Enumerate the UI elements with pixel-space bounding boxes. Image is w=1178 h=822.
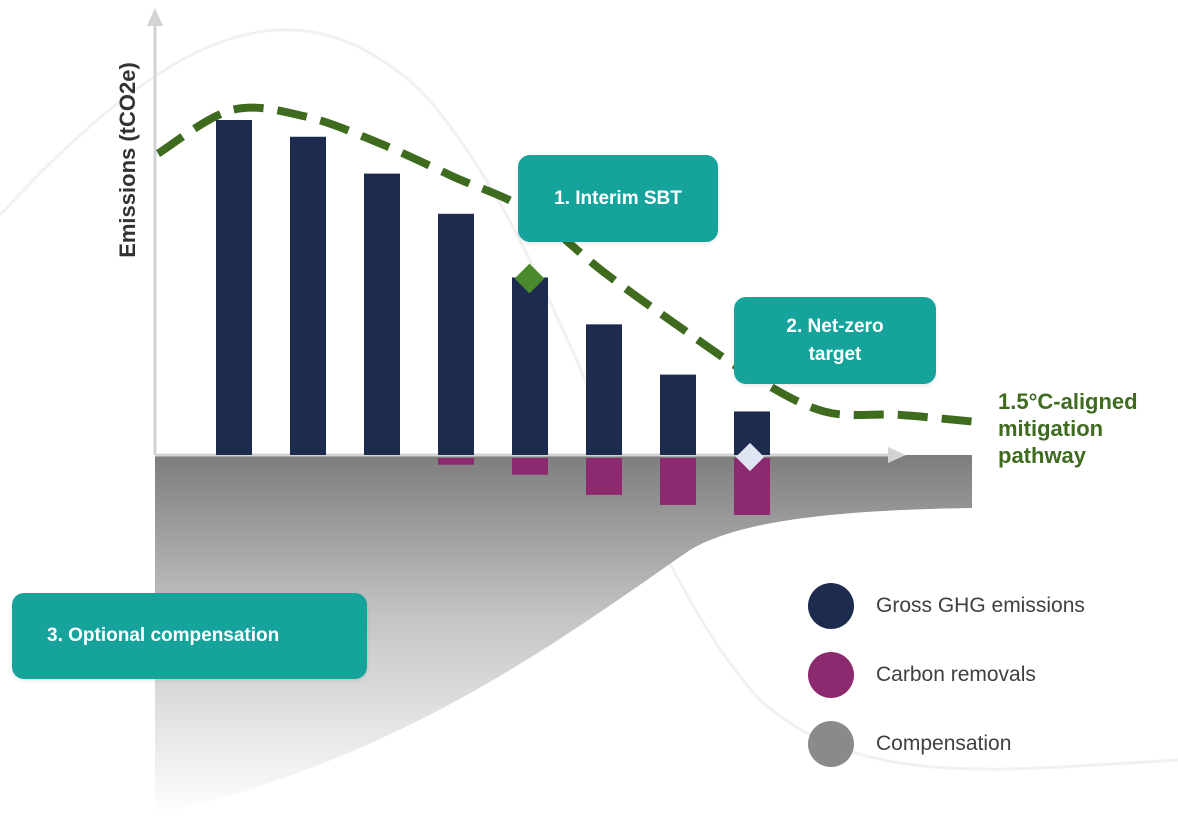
net-zero-label-line2: target [808, 343, 862, 365]
legend-item-gross: Gross GHG emissions [808, 582, 1085, 630]
netzero-milestone-marker [735, 442, 765, 472]
optional-compensation-label: 3. Optional compensation [47, 625, 280, 646]
carbon-removal-bar [660, 458, 696, 505]
pathway-label-line3: pathway [998, 443, 1087, 468]
y-axis-arrow [147, 8, 163, 26]
interim-sbt-callout: 1. Interim SBT [518, 155, 718, 242]
legend-item-removals: Carbon removals [808, 651, 1036, 699]
gross-emission-bars [216, 120, 770, 455]
carbon-removal-bar [512, 458, 548, 475]
legend-gross-label: Gross GHG emissions [876, 594, 1085, 617]
net-zero-label-line1: 2. Net-zero [786, 315, 884, 337]
compensation-area [155, 455, 972, 815]
pathway-label-line2: mitigation [998, 416, 1104, 441]
legend-gross-swatch [808, 583, 854, 629]
legend-removals-label: Carbon removals [876, 663, 1036, 686]
carbon-removal-bar [438, 458, 474, 465]
gross-emissions-bar [290, 136, 326, 455]
x-axis-arrow [888, 447, 906, 463]
gross-emissions-bar [364, 173, 400, 455]
gross-emissions-bar [660, 374, 696, 455]
interim-milestone-marker [514, 263, 545, 294]
gross-emissions-bar [216, 120, 252, 455]
interim-sbt-label: 1. Interim SBT [554, 187, 682, 209]
pathway-label-line1: 1.5°C-aligned [998, 389, 1138, 414]
legend-compensation-swatch [808, 721, 854, 767]
net-zero-callout: 2. Net-zero target [734, 297, 936, 384]
carbon-removal-bar [586, 458, 622, 495]
y-axis-label: Emissions (tCO2e) [115, 62, 140, 258]
gross-emissions-bar [512, 277, 548, 455]
background-curve [0, 28, 1178, 771]
legend-item-compensation: Compensation [808, 720, 1011, 768]
optional-compensation-callout: 3. Optional compensation [12, 593, 367, 679]
legend-compensation-label: Compensation [876, 732, 1012, 755]
gross-emissions-bar [438, 213, 474, 455]
pathway-label: 1.5°C-aligned mitigation pathway [998, 388, 1138, 469]
legend-removals-swatch [808, 652, 854, 698]
gross-emissions-bar [586, 324, 622, 455]
